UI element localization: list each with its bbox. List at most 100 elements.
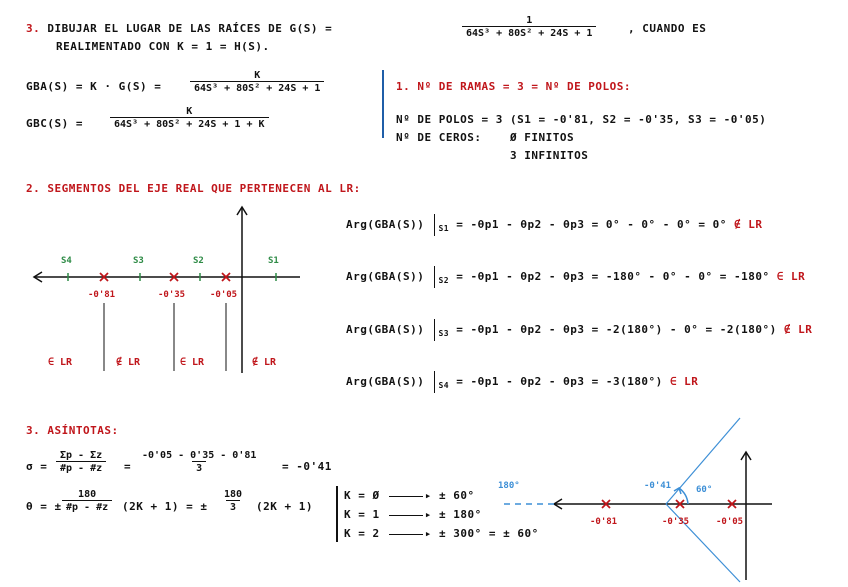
theta-denominator-2: 3 [226, 500, 241, 513]
theta-denominator: #p - #z [62, 500, 113, 513]
sigma-fraction-2: -0'05 - 0'35 - 0'81 3 [138, 450, 260, 474]
arg-res-1: ∉ LR [734, 218, 763, 231]
asym-pole-3 [727, 499, 737, 509]
angle-60-arrow [673, 486, 682, 495]
theta-end: (2K + 1) [256, 500, 313, 513]
polos-line: Nº DE POLOS = 3 (S1 = -0'81, S2 = -0'35,… [396, 113, 767, 126]
k-case-3-k: K = 2 [344, 527, 380, 540]
arg-sub-2: S2 [438, 276, 450, 286]
gbc-lhs: GBC(S) = [26, 117, 83, 130]
g-numerator: 1 [526, 15, 533, 26]
k-case-2-v: ± 180° [439, 508, 482, 521]
test-point-s3: S3 [133, 256, 144, 281]
pole-marker-3 [221, 272, 231, 282]
sigma-denominator: #p - #z [56, 461, 107, 474]
segments-title: 2. SEGMENTOS DEL EJE REAL QUE PERTENECEN… [26, 182, 361, 195]
arg-row-2: Arg(GBA(S)) S2 = -θp1 - θp2 - θp3 = -180… [346, 266, 805, 288]
sigma-numerator: Σp - Σz [60, 450, 103, 461]
sigma-result: = -0'41 [282, 460, 332, 473]
problem-statement: 3. DIBUJAR EL LUGAR DE LAS RAÍCES DE G(S… [26, 22, 332, 35]
region-label-1: ∈ LR [48, 357, 73, 368]
region-label-3: ∈ LR [180, 357, 205, 368]
sigma-fraction: Σp - Σz #p - #z [56, 450, 107, 474]
angle-60-label: 60° [696, 485, 712, 495]
theta-mid: (2K + 1) = ± [122, 500, 208, 513]
problem-title: DIBUJAR EL LUGAR DE LAS RAÍCES DE G(S) = [47, 22, 333, 35]
test-point-label-s3: S3 [133, 256, 144, 266]
test-point-label-s2: S2 [193, 256, 204, 266]
pole-label-2: -0'35 [158, 290, 185, 300]
ceros-finitos: Ø FINITOS [510, 131, 575, 144]
gba-denominator: 64S³ + 80S² + 24S + 1 [190, 81, 325, 94]
arg-res-3: ∉ LR [783, 323, 813, 336]
gba-numerator: K [254, 70, 261, 81]
problem-title-line2: REALIMENTADO CON K = 1 = H(S). [56, 40, 270, 53]
asym-pole-label-3: -0'05 [716, 517, 743, 527]
k-case-3-v: ± 300° = ± 60° [439, 527, 539, 540]
gba-fraction: K 64S³ + 80S² + 24S + 1 [190, 70, 325, 94]
arg-eq-3: = -θp1 - θp2 - θp3 = -2(180°) - 0° = -2(… [456, 323, 777, 336]
pole-marker-1 [99, 272, 109, 282]
pole-label-3: -0'05 [210, 290, 237, 300]
theta-fraction-2: 180 3 [220, 489, 246, 513]
arg-eq-2: = -θp1 - θp2 - θp3 = -180° - 0° - 0° = -… [456, 270, 770, 283]
theta-lhs: θ = ± [26, 500, 62, 513]
arg-eq-4: = -θp1 - θp2 - θp3 = -3(180°) [456, 375, 663, 388]
problem-number: 3. [26, 22, 41, 35]
asym-imag-axis-arrow [740, 450, 752, 461]
gbc-fraction: K 64S³ + 80S² + 24S + 1 + K [110, 106, 269, 130]
gba-lhs: GBA(S) = K · G(S) = [26, 80, 162, 93]
g-denominator: 64S³ + 80S² + 24S + 1 [462, 26, 597, 39]
asymptote-plus-60 [665, 417, 741, 505]
arg-res-2: ∈ LR [776, 270, 806, 283]
arg-lhs-3: Arg(GBA(S)) [346, 323, 425, 336]
k-case-2: K = 1 ▸ ± 180° [344, 508, 482, 521]
imag-axis-arrow [236, 205, 248, 216]
ceros-infinitos: 3 INFINITOS [510, 149, 589, 162]
asymptote-diagram: 180° -0'41 60° -0'81 -0'35 -0'05 [498, 417, 772, 583]
region-label-2: ∉ LR [116, 356, 141, 368]
asym-pole-label-1: -0'81 [590, 517, 617, 527]
arg-row-3: Arg(GBA(S)) S3 = -θp1 - θp2 - θp3 = -2(1… [346, 319, 812, 341]
asym-pole-label-2: -0'35 [662, 517, 689, 527]
arg-sub-4: S4 [438, 381, 450, 391]
arg-res-4: ∈ LR [669, 375, 699, 388]
arg-lhs-4: Arg(GBA(S)) [346, 375, 425, 388]
k-case-3: K = 2 ▸ ± 300° = ± 60° [344, 527, 539, 540]
test-point-s2: S2 [193, 256, 204, 281]
problem-title-cont: , CUANDO ES [628, 22, 707, 35]
ceros-label: Nº DE CEROS: [396, 131, 482, 144]
gbc-denominator: 64S³ + 80S² + 24S + 1 + K [110, 117, 269, 130]
k-case-1-v: ± 60° [439, 489, 475, 502]
arg-lhs-1: Arg(GBA(S)) [346, 218, 425, 231]
theta-numerator-2: 180 [224, 489, 243, 500]
vertical-divider-top [382, 70, 384, 138]
pole-marker-2 [169, 272, 179, 282]
k-case-2-k: K = 1 [344, 508, 380, 521]
sigma-eq: = [124, 460, 132, 473]
sigma-lhs: σ = [26, 460, 48, 473]
real-axis-arrow-left [32, 271, 43, 283]
arg-lhs-2: Arg(GBA(S)) [346, 270, 425, 283]
arg-row-1: Arg(GBA(S)) S1 = -θp1 - θp2 - θp3 = 0° -… [346, 214, 763, 236]
asymptotes-title: 3. ASÍNTOTAS: [26, 424, 119, 437]
asym-pole-2 [675, 499, 685, 509]
test-point-label-s1: S1 [268, 256, 279, 266]
arg-eq-1: = -θp1 - θp2 - θp3 = 0° - 0° - 0° = 0° [456, 218, 727, 231]
ramas-title: 1. Nº DE RAMAS = 3 = Nº DE POLOS: [396, 80, 632, 93]
gbc-numerator: K [186, 106, 193, 117]
k-case-1-k: K = Ø [344, 489, 380, 502]
arg-sub-1: S1 [438, 224, 450, 234]
asymptote-minus-60 [665, 503, 741, 583]
k-cases-divider [336, 486, 338, 542]
real-axis-diagram: S4 S3 S2 S1 -0'81 -0'35 -0'05 ∈ LR ∉ LR … [32, 205, 300, 373]
region-label-4: ∉ LR [252, 356, 277, 368]
test-point-label-s4: S4 [61, 256, 72, 266]
sigma-denominator-2: 3 [192, 461, 207, 474]
asym-pole-1 [601, 499, 611, 509]
arg-row-4: Arg(GBA(S)) S4 = -θp1 - θp2 - θp3 = -3(1… [346, 371, 698, 393]
pole-label-1: -0'81 [88, 290, 115, 300]
theta-fraction: 180 #p - #z [62, 489, 113, 513]
angle-180-label: 180° [498, 481, 520, 491]
sigma-numerator-2: -0'05 - 0'35 - 0'81 [142, 450, 257, 461]
